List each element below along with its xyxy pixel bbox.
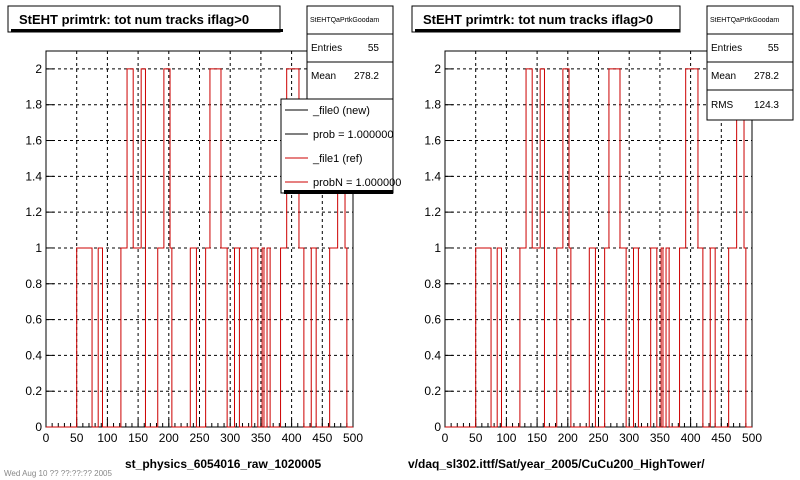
right-x-tick-label: 400 — [681, 431, 701, 445]
left-chart-title: StEHT primtrk: tot num tracks iflag>0 — [19, 12, 249, 27]
left-x-tick-label: 450 — [312, 431, 332, 445]
right-stats-mean-value: 278.2 — [754, 71, 779, 82]
right-y-tick-label: 0.8 — [424, 277, 441, 291]
right-histogram-series — [445, 68, 752, 428]
right-y-tick-label: 0.4 — [424, 348, 441, 362]
right-x-tick-label: 150 — [527, 431, 547, 445]
left-stats-mean-value: 278.2 — [354, 71, 379, 82]
left-grid — [46, 51, 353, 427]
right-y-tick-label: 1.2 — [424, 205, 441, 219]
right-stats-rms-value: 124.3 — [754, 100, 779, 111]
left-x-tick-label: 350 — [251, 431, 271, 445]
legend-entry-label: prob = 1.000000 — [313, 129, 393, 141]
right-title-shadow — [415, 29, 680, 32]
right-x-tick-label: 500 — [742, 431, 762, 445]
left-x-tick-label: 250 — [189, 431, 209, 445]
right-y-tick-label: 1.6 — [424, 134, 441, 148]
footer-timestamp: Wed Aug 10 ?? ??:??:?? 2005 — [4, 469, 112, 478]
right-stats-entries-label: Entries — [711, 43, 742, 54]
right-stats-entries-value: 55 — [768, 43, 780, 54]
right-stats-rms-label: RMS — [711, 100, 734, 111]
left-y-tick-label: 0.6 — [25, 313, 42, 327]
left-y-tick-label: 0 — [35, 420, 42, 434]
left-y-tick-label: 1.4 — [25, 169, 42, 183]
left-y-tick-label: 0.8 — [25, 277, 42, 291]
left-histogram-series — [46, 68, 353, 428]
right-x-tick-label: 300 — [619, 431, 639, 445]
legend-entry-label: _file1 (ref) — [312, 153, 363, 165]
right-x-tick-label: 200 — [558, 431, 578, 445]
left-x-tick-label: 0 — [43, 431, 50, 445]
left-y-tick-label: 1 — [35, 241, 42, 255]
left-y-tick-label: 0.4 — [25, 348, 42, 362]
left-y-tick-label: 0.2 — [25, 384, 42, 398]
right-y-tick-label: 1.4 — [424, 169, 441, 183]
left-histogram-panel: StEHT primtrk: tot num tracks iflag>0 00… — [7, 5, 401, 471]
right-stats-mean-label: Mean — [711, 71, 736, 82]
left-x-tick-label: 500 — [343, 431, 363, 445]
left-x-tick-label: 200 — [159, 431, 179, 445]
left-y-tick-label: 2 — [35, 62, 42, 76]
left-title-shadow — [11, 29, 283, 32]
left-x-tick-label: 50 — [70, 431, 84, 445]
right-stats-box — [706, 5, 794, 121]
right-x-tick-label: 450 — [711, 431, 731, 445]
left-y-tick-label: 1.6 — [25, 134, 42, 148]
right-y-tick-label: 0 — [434, 420, 441, 434]
legend: _file0 (new) prob = 1.000000 _file1 (ref) p… — [285, 105, 401, 189]
left-x-tick-label: 400 — [282, 431, 302, 445]
left-y-tick-label: 1.8 — [25, 98, 42, 112]
right-y-tick-label: 1.8 — [424, 98, 441, 112]
left-stats-mean-label: Mean — [311, 71, 336, 82]
legend-entry-label: _file0 (new) — [312, 105, 370, 117]
left-x-axis-label: st_physics_6054016_raw_1020005 — [125, 457, 321, 471]
right-x-axis-label: v/daq_sl302.ittf/Sat/year_2005/CuCu200_H… — [408, 457, 705, 471]
legend-box — [280, 98, 394, 194]
right-chart-title: StEHT primtrk: tot num tracks iflag>0 — [423, 12, 653, 27]
left-y-ticks: 0 0.2 0.4 0.6 0.8 1 1.2 1.4 1.6 1.8 2 — [25, 62, 54, 434]
left-x-tick-label: 150 — [128, 431, 148, 445]
right-grid — [445, 51, 752, 427]
left-x-tick-label: 300 — [220, 431, 240, 445]
right-y-ticks: 0 0.2 0.4 0.6 0.8 1 1.2 1.4 1.6 1.8 2 — [424, 62, 453, 434]
right-y-tick-label: 0.6 — [424, 313, 441, 327]
right-stats-name: StEHTQaPrtkGoodam — [710, 17, 779, 24]
left-title-box — [7, 5, 281, 33]
right-x-tick-label: 0 — [442, 431, 449, 445]
right-y-tick-label: 1 — [434, 241, 441, 255]
legend-shadow — [284, 190, 393, 194]
left-x-ticks: 0 50 100 150 200 250 300 350 400 450 500 — [43, 419, 363, 445]
left-stats-box — [306, 5, 394, 107]
right-x-tick-label: 250 — [588, 431, 608, 445]
right-x-tick-label: 50 — [469, 431, 483, 445]
left-stats-name: StEHTQaPrtkGoodam — [310, 17, 379, 24]
left-stats-entries-value: 55 — [368, 43, 380, 54]
left-y-tick-label: 1.2 — [25, 205, 42, 219]
right-x-tick-label: 350 — [650, 431, 670, 445]
right-x-tick-label: 100 — [496, 431, 516, 445]
right-y-tick-label: 2 — [434, 62, 441, 76]
right-y-tick-label: 0.2 — [424, 384, 441, 398]
left-stats-entries-label: Entries — [311, 43, 342, 54]
right-histogram-panel: StEHT primtrk: tot num tracks iflag>0 00… — [408, 5, 794, 471]
left-x-tick-label: 100 — [97, 431, 117, 445]
legend-entry-label: probN = 1.000000 — [313, 177, 401, 189]
